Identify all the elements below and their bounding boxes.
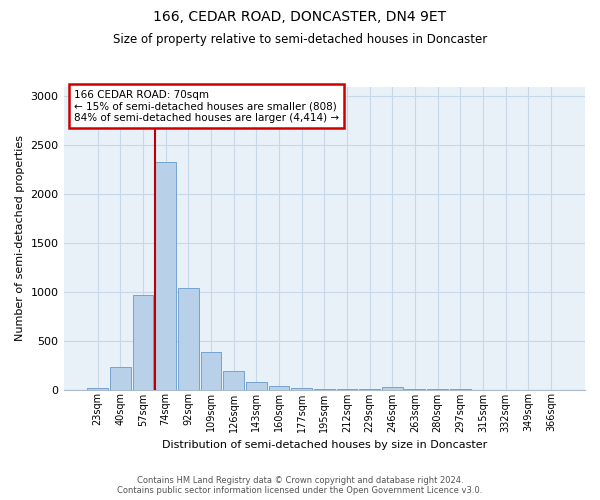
Bar xyxy=(291,388,312,390)
Bar xyxy=(223,372,244,390)
Bar xyxy=(382,386,403,390)
Text: Size of property relative to semi-detached houses in Doncaster: Size of property relative to semi-detach… xyxy=(113,32,487,46)
Bar xyxy=(133,294,154,390)
Bar xyxy=(155,162,176,390)
Bar xyxy=(110,367,131,390)
Bar xyxy=(178,288,199,390)
Bar xyxy=(87,388,108,390)
Bar xyxy=(200,352,221,390)
X-axis label: Distribution of semi-detached houses by size in Doncaster: Distribution of semi-detached houses by … xyxy=(161,440,487,450)
Bar xyxy=(246,382,267,390)
Bar xyxy=(269,386,289,390)
Text: 166 CEDAR ROAD: 70sqm
← 15% of semi-detached houses are smaller (808)
84% of sem: 166 CEDAR ROAD: 70sqm ← 15% of semi-deta… xyxy=(74,90,339,122)
Bar xyxy=(314,388,335,390)
Y-axis label: Number of semi-detached properties: Number of semi-detached properties xyxy=(15,135,25,341)
Text: 166, CEDAR ROAD, DONCASTER, DN4 9ET: 166, CEDAR ROAD, DONCASTER, DN4 9ET xyxy=(154,10,446,24)
Text: Contains HM Land Registry data © Crown copyright and database right 2024.
Contai: Contains HM Land Registry data © Crown c… xyxy=(118,476,482,495)
